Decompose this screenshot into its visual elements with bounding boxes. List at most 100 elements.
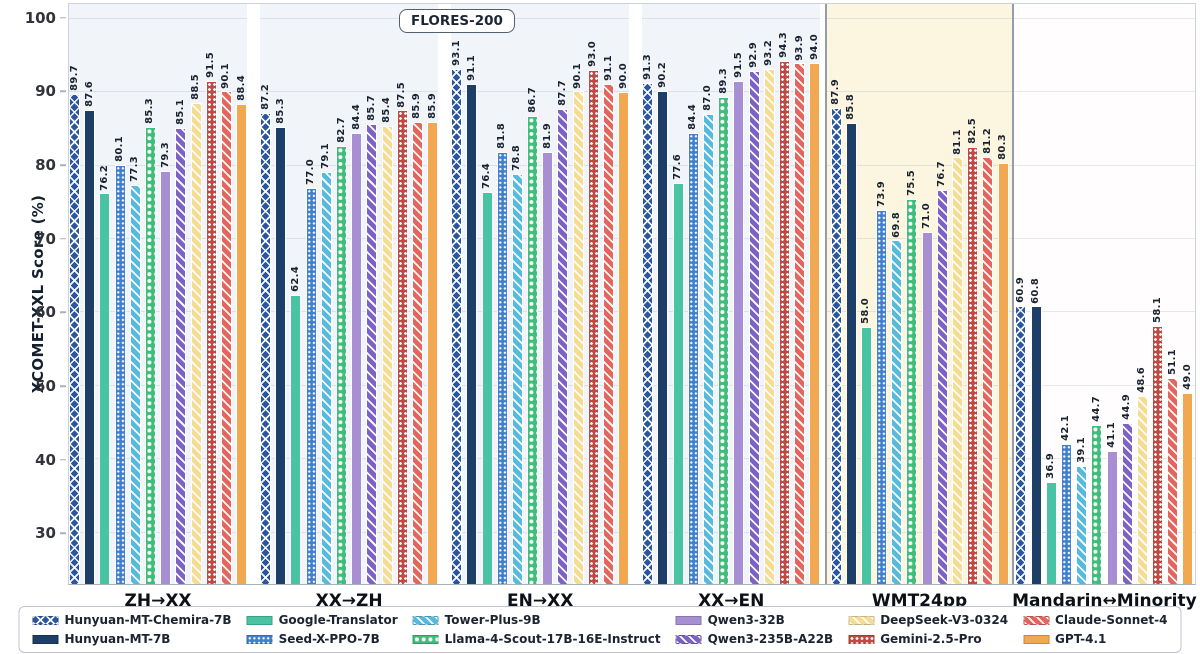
bar-value-label: 87.0 xyxy=(702,85,714,112)
legend-item: Qwen3-235B-A22B xyxy=(675,632,833,646)
legend-label: Hunyuan-MT-7B xyxy=(64,632,171,646)
gridline xyxy=(260,531,439,533)
bar-slot: 85.4 xyxy=(381,4,393,584)
bar xyxy=(642,82,654,584)
bar-slot: 60.9 xyxy=(1015,4,1027,584)
gridline xyxy=(1013,164,1195,166)
bar-value-label: 81.2 xyxy=(981,127,993,154)
bar-slot: 49.0 xyxy=(1182,4,1194,584)
bar xyxy=(1121,423,1133,584)
bar-value-label: 85.3 xyxy=(274,97,286,124)
y-axis: 30 40 50 60 70 80 90 100 xyxy=(0,3,66,585)
bar-slot: 76.7 xyxy=(936,4,948,584)
bar-value-label: 79.3 xyxy=(159,141,171,168)
bar-value-label: 86.7 xyxy=(526,87,538,114)
chart-title-badge: FLORES-200 xyxy=(399,9,515,33)
bar xyxy=(351,133,363,584)
bar xyxy=(952,157,963,584)
gridline xyxy=(1013,384,1195,386)
legend-swatch xyxy=(246,634,273,644)
bar xyxy=(466,84,478,584)
bar-value-label: 91.3 xyxy=(641,53,653,80)
gridline xyxy=(451,91,630,93)
y-tick-label: 60 xyxy=(35,303,56,322)
bar-value-label: 93.1 xyxy=(450,40,462,67)
plot-area: FLORES-200 89.7 87.6 76.2 80.1 77.3 85.3 79.3 8… xyxy=(68,3,1197,611)
legend-swatch xyxy=(1023,634,1050,644)
legend-column: Hunyuan-MT-Chemira-7B Hunyuan-MT-7B xyxy=(32,613,232,646)
bar-value-label: 84.4 xyxy=(350,104,362,131)
bar xyxy=(687,133,699,584)
gridline xyxy=(69,311,248,313)
bar-value-label: 77.3 xyxy=(129,156,141,183)
bar-value-label: 81.9 xyxy=(541,122,553,149)
bar-value-label: 62.4 xyxy=(289,265,301,292)
legend-item: Hunyuan-MT-7B xyxy=(32,632,232,646)
gridline xyxy=(642,164,821,166)
bar xyxy=(1091,424,1103,584)
gridline xyxy=(260,91,439,93)
bar-value-label: 44.9 xyxy=(1121,394,1133,421)
bar xyxy=(1182,393,1194,584)
bar-slot: 90.1 xyxy=(572,4,584,584)
gridline xyxy=(827,164,1012,166)
y-tick-label: 90 xyxy=(35,82,56,101)
bar-value-label: 81.1 xyxy=(951,128,963,155)
bar xyxy=(603,84,614,584)
bar-value-label: 77.0 xyxy=(305,158,317,185)
bar-slot: 58.0 xyxy=(860,4,872,584)
bar-value-label: 51.1 xyxy=(1166,348,1178,375)
legend-label: Seed-X-PPO-7B xyxy=(278,632,380,646)
bar-slot: 91.5 xyxy=(733,4,745,584)
bar-value-label: 94.0 xyxy=(808,33,820,60)
bar xyxy=(748,70,760,584)
bar-slot: 62.4 xyxy=(289,4,302,584)
bar xyxy=(733,81,745,584)
bar-value-label: 76.4 xyxy=(481,163,492,189)
gridline xyxy=(642,91,821,93)
legend-swatch xyxy=(412,634,439,644)
bar xyxy=(830,107,842,584)
bar-slot: 84.4 xyxy=(687,4,699,584)
bar xyxy=(336,145,347,584)
gridline xyxy=(827,311,1012,313)
bar xyxy=(275,126,287,584)
bar-value-label: 76.2 xyxy=(98,164,110,191)
bar xyxy=(396,110,408,584)
bar xyxy=(427,122,439,584)
bar-slot: 42.1 xyxy=(1060,4,1072,584)
bar-value-label: 58.0 xyxy=(860,298,872,325)
gridline xyxy=(827,384,1012,386)
bar xyxy=(144,126,156,584)
bar xyxy=(84,109,96,584)
bar-slot: 85.9 xyxy=(427,4,439,584)
bar-value-label: 85.7 xyxy=(365,94,377,121)
bar-slot: 77.0 xyxy=(305,4,317,584)
bar-value-label: 36.9 xyxy=(1045,453,1057,479)
category-panel: 87.9 85.8 58.0 73.9 69.8 75.5 71.0 76.7 81.1 82.5… xyxy=(825,4,1014,611)
bar-slot: 44.7 xyxy=(1091,4,1103,584)
legend-item: Claude-Sonnet-4 xyxy=(1023,613,1168,627)
bar-value-label: 90.2 xyxy=(656,61,668,88)
bar-slot: 88.5 xyxy=(190,4,202,584)
legend-column: Tower-Plus-9B Llama-4-Scout-17B-16E-Instr… xyxy=(412,613,661,646)
bar-value-label: 85.9 xyxy=(411,93,423,120)
bar-value-label: 85.3 xyxy=(144,97,156,124)
bar xyxy=(618,92,630,584)
legend-item: DeepSeek-V3-0324 xyxy=(848,613,1008,627)
legend-label: DeepSeek-V3-0324 xyxy=(880,613,1009,627)
legend-item: Gemini-2.5-Pro xyxy=(848,632,1008,646)
bar xyxy=(290,294,302,584)
bar-value-label: 42.1 xyxy=(1060,414,1072,441)
bar-slot: 87.5 xyxy=(396,4,408,584)
bar-slot: 81.2 xyxy=(981,4,994,584)
bar xyxy=(876,210,888,584)
bar-value-label: 90.1 xyxy=(220,62,232,89)
bar xyxy=(527,116,539,584)
bar-value-label: 90.0 xyxy=(617,63,629,90)
bar xyxy=(1076,465,1088,584)
bar xyxy=(967,147,979,584)
chart-title: FLORES-200 xyxy=(411,13,503,29)
bar xyxy=(411,122,423,584)
